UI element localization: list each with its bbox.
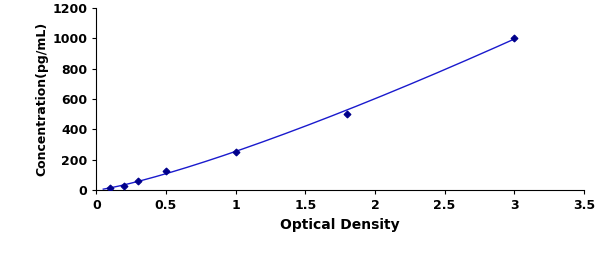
X-axis label: Optical Density: Optical Density	[281, 218, 400, 232]
Y-axis label: Concentration(pg/mL): Concentration(pg/mL)	[35, 22, 48, 176]
